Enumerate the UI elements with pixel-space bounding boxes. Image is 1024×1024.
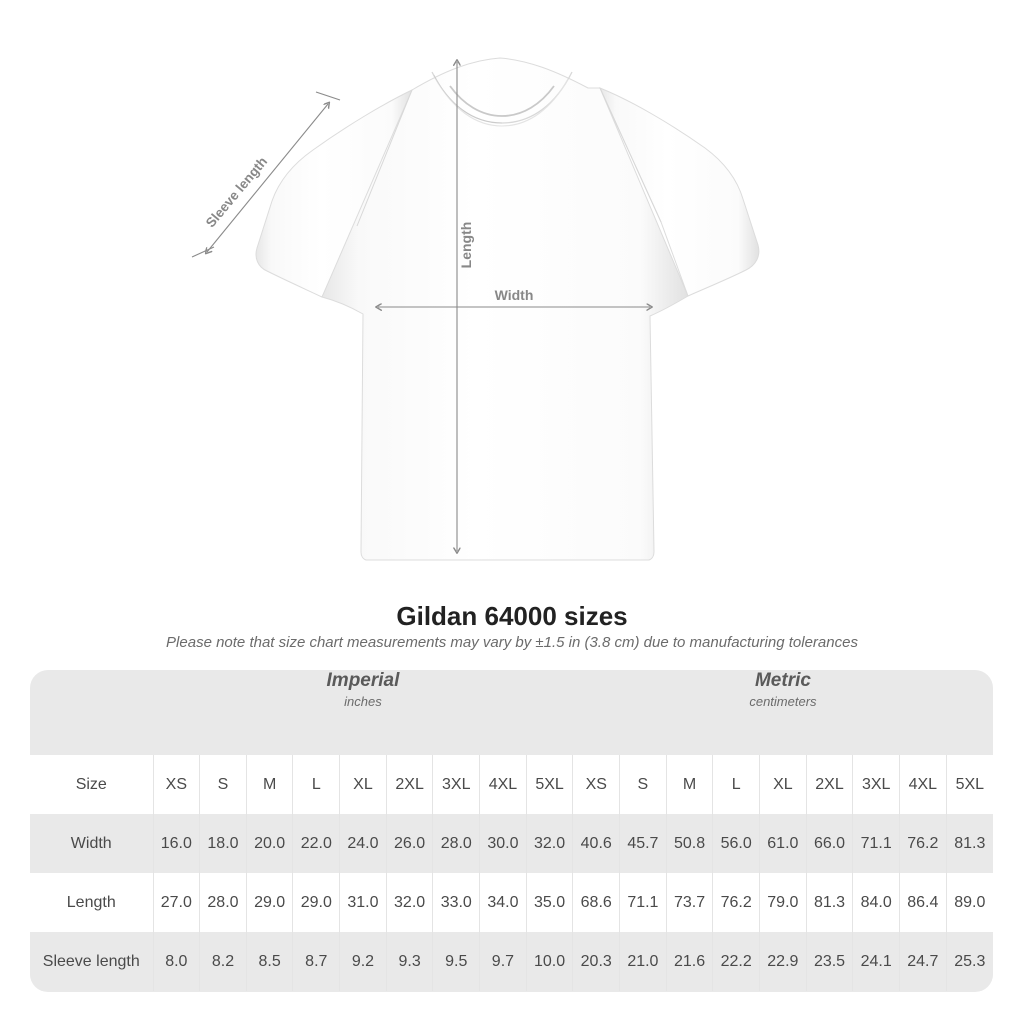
svg-text:Sleeve length: Sleeve length: [203, 154, 270, 230]
svg-text:Length: Length: [458, 222, 474, 269]
svg-text:Width: Width: [495, 287, 534, 303]
